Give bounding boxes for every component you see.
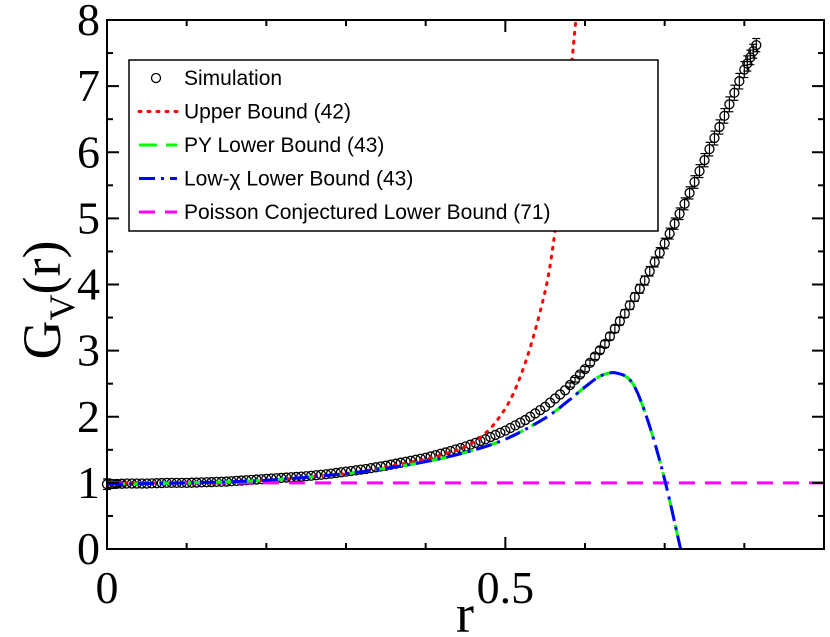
simulation-point: [689, 176, 700, 188]
y-axis-title-subscript: V: [42, 294, 82, 320]
simulation-point: [694, 165, 705, 177]
simulation-point: [310, 470, 322, 481]
simulation-point: [639, 275, 650, 286]
legend: Simulation Upper Bound (42) PY Lower Bound…: [128, 59, 659, 232]
simulation-point: [584, 357, 596, 369]
series-line-low-chi-lower-bound: [107, 371, 683, 549]
simulation-point: [719, 110, 730, 122]
simulation-point: [745, 52, 756, 63]
simulation-point: [515, 417, 526, 428]
series-simulation: [101, 37, 762, 491]
simulation-point: [609, 323, 621, 334]
simulation-point: [654, 247, 665, 258]
y-tick-label: 8: [77, 0, 100, 45]
y-axis-title: GV(r): [12, 241, 82, 360]
simulation-point: [495, 427, 506, 438]
simulation-point: [674, 208, 685, 219]
simulation-point: [594, 345, 606, 356]
legend-label: Simulation: [184, 67, 282, 90]
legend-label: PY Lower Bound (43): [184, 134, 384, 157]
simulation-point: [629, 291, 640, 303]
simulation-point: [644, 266, 655, 277]
simulation-point: [500, 425, 511, 436]
y-tick-label: 2: [77, 391, 100, 442]
y-tick-label: 5: [77, 192, 100, 243]
y-tick-label: 7: [77, 60, 100, 111]
y-tick-label: 1: [77, 457, 100, 508]
simulation-point: [589, 351, 601, 362]
ticks-layer: 0 0.5 0 1 2 3 4 5 6 7 8: [77, 0, 825, 613]
simulation-point: [684, 187, 695, 199]
simulation-point: [335, 467, 347, 478]
simulation-point: [624, 300, 635, 311]
simulation-point: [634, 283, 645, 294]
simulation-point: [679, 198, 690, 209]
simulation-point: [345, 465, 357, 477]
simulation-point: [659, 238, 670, 249]
legend-label: Upper Bound (42): [184, 101, 351, 124]
simulation-point: [370, 462, 382, 473]
simulation-point: [579, 363, 591, 375]
legend-label: Poisson Conjectured Lower Bound (71): [184, 201, 551, 224]
simulation-point: [619, 308, 630, 319]
simulation-point: [664, 228, 675, 239]
simulation-point: [490, 429, 501, 441]
simulation-point: [380, 460, 391, 471]
simulation-point: [709, 132, 720, 144]
y-axis-title-suffix: (r): [12, 241, 72, 295]
simulation-point: [510, 420, 521, 431]
simulation-point: [714, 121, 725, 133]
simulation-point: [751, 39, 762, 51]
legend-symbol-simulation: [150, 72, 162, 84]
simulation-point: [480, 434, 491, 445]
simulation-point: [360, 463, 372, 475]
simulation-point: [742, 58, 753, 69]
x-tick-label: 0: [96, 562, 119, 613]
y-tick-label: 6: [77, 126, 100, 177]
simulation-point: [739, 64, 750, 75]
x-tick-label: 0.5: [477, 562, 535, 613]
x-axis-title: r: [456, 584, 474, 637]
simulation-point: [505, 422, 516, 434]
simulation-point: [614, 316, 626, 327]
y-tick-label: 3: [77, 325, 100, 376]
simulation-point: [281, 472, 292, 483]
y-tick-label: 0: [77, 523, 100, 574]
legend-label: Low-χ Lower Bound (43): [184, 168, 413, 191]
simulation-point: [599, 338, 611, 350]
y-tick-label: 4: [77, 259, 100, 310]
simulation-point: [724, 99, 735, 110]
simulation-point: [649, 256, 660, 268]
simulation-point: [355, 464, 367, 475]
y-axis-title-main: G: [12, 320, 72, 359]
simulation-point: [704, 143, 715, 155]
simulation-point: [734, 76, 745, 87]
simulation-point: [465, 439, 476, 450]
simulation-point: [699, 155, 710, 166]
simulation-point: [729, 87, 740, 98]
legend-box: [128, 59, 659, 232]
simulation-point: [604, 331, 616, 342]
simulation-point: [485, 431, 496, 443]
simulation-point: [669, 218, 680, 229]
